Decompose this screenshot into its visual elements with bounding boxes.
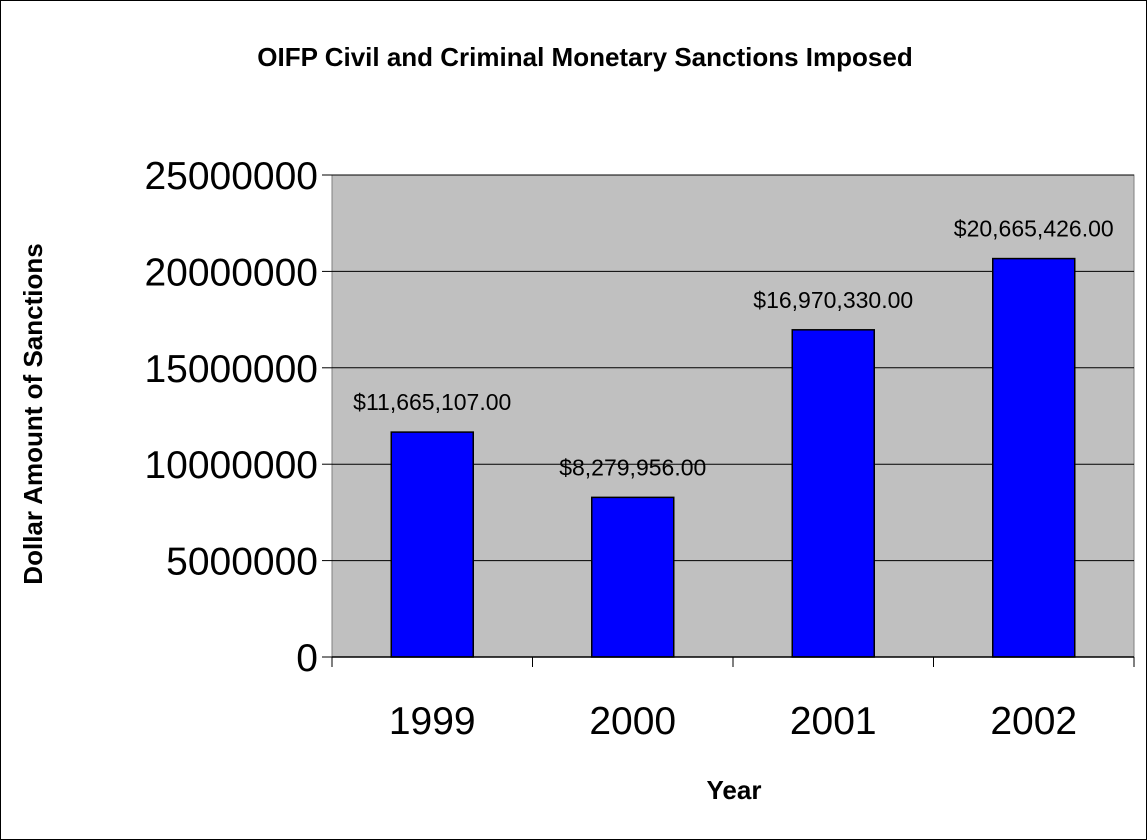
y-axis-title: Dollar Amount of Sanctions xyxy=(18,243,48,584)
data-label: $11,665,107.00 xyxy=(353,389,511,415)
bar-2001 xyxy=(791,329,875,658)
x-tick-label: 2002 xyxy=(990,700,1077,743)
x-tick-label: 1999 xyxy=(389,700,476,743)
y-tick-label: 25000000 xyxy=(144,155,318,198)
data-label: $8,279,956.00 xyxy=(559,454,706,480)
bar-2002 xyxy=(992,257,1076,658)
data-label: $16,970,330.00 xyxy=(753,287,913,313)
y-tick-label: 5000000 xyxy=(166,541,318,584)
x-axis-title: Year xyxy=(707,775,762,805)
chart-title: OIFP Civil and Criminal Monetary Sanctio… xyxy=(257,42,912,72)
x-tick-label: 2001 xyxy=(790,700,877,743)
plot-area: $11,665,107.00 $8,279,956.00 $16,970,330.0… xyxy=(322,174,1135,667)
data-labels: $11,665,107.00 $8,279,956.00 $16,970,330.0… xyxy=(353,216,1114,481)
x-axis-tick-labels: 1999 2000 2001 2002 xyxy=(389,700,1077,743)
x-tick-label: 2000 xyxy=(589,700,676,743)
x-axis-ticks xyxy=(331,657,1135,667)
bar-1999 xyxy=(390,431,474,658)
y-axis-tick-marks xyxy=(322,174,332,658)
y-tick-label: 20000000 xyxy=(144,251,318,294)
y-axis-tick-labels: 0 5000000 10000000 15000000 20000000 25000000 xyxy=(144,155,318,680)
bar-2000 xyxy=(591,496,675,658)
y-tick-label: 0 xyxy=(296,637,318,680)
y-tick-label: 15000000 xyxy=(144,348,318,391)
data-label: $20,665,426.00 xyxy=(954,216,1114,242)
y-tick-label: 10000000 xyxy=(144,444,318,487)
bars xyxy=(390,257,1076,658)
